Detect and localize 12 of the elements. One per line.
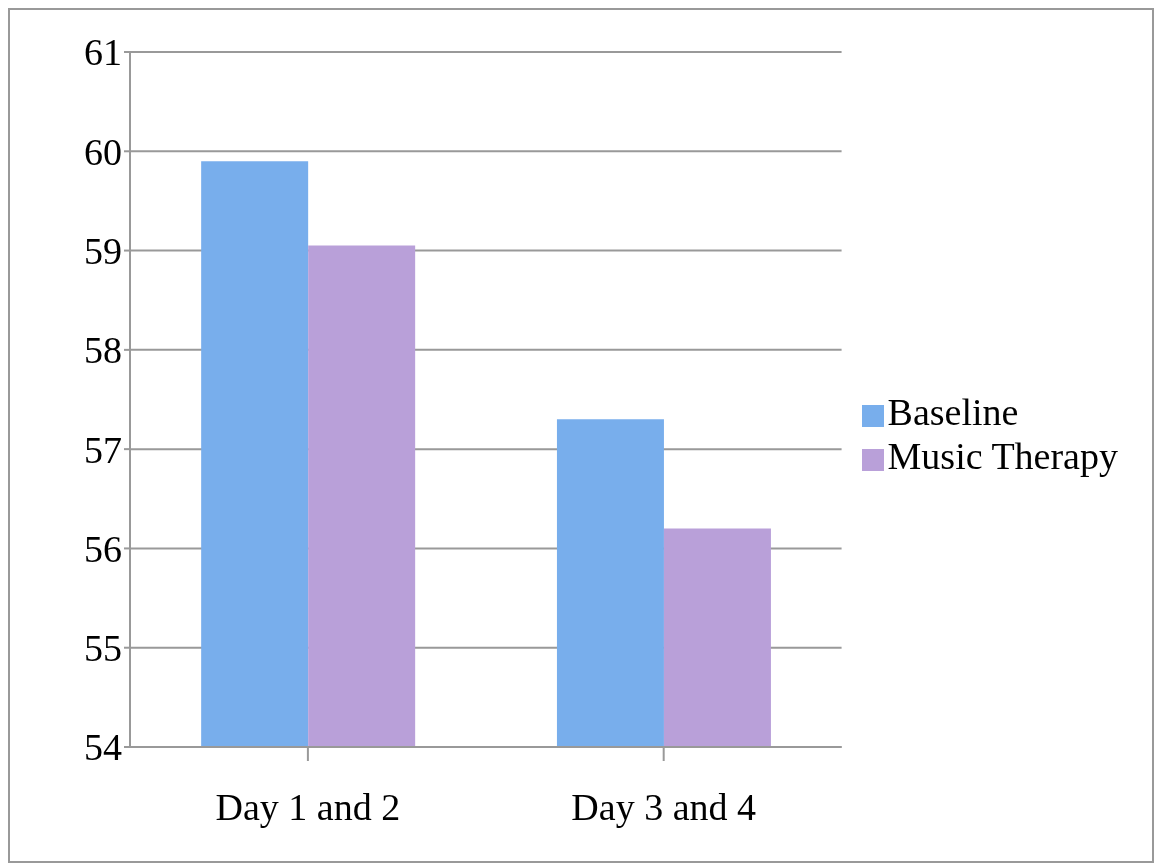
legend-label: Baseline [887,390,1019,433]
y-tick-label: 60 [84,130,122,173]
legend-label: Music Therapy [887,434,1118,477]
x-tick-label: Day 3 and 4 [571,785,757,828]
x-tick-label: Day 1 and 2 [215,785,401,828]
y-tick-label: 58 [84,329,122,372]
y-tick-label: 61 [84,31,122,74]
y-tick-label: 56 [84,527,122,570]
y-tick-label: 54 [84,726,122,769]
y-tick-label: 57 [84,428,122,471]
y-tick-label: 55 [84,627,122,670]
y-tick-label: 59 [84,230,122,273]
